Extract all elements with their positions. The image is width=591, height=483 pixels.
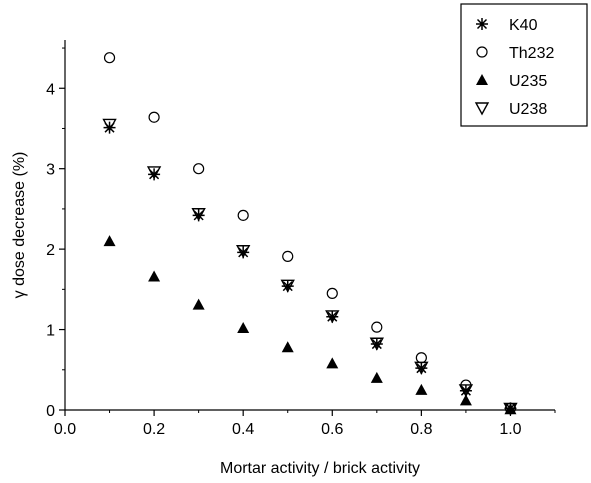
y-tick-label: 3 xyxy=(46,162,55,179)
marker-k40 xyxy=(459,384,472,397)
marker-k40 xyxy=(103,121,116,134)
marker-u235 xyxy=(192,298,205,310)
x-tick-label: 0.0 xyxy=(54,421,76,438)
x-ticks: 0.0 0.2 0.4 0.6 0.8 1.0 xyxy=(54,410,556,438)
marker-th232 xyxy=(326,287,338,299)
marker-u235 xyxy=(415,383,428,395)
marker-k40 xyxy=(326,310,339,323)
marker-th232 xyxy=(371,321,383,333)
marker-u235 xyxy=(281,341,294,353)
legend-marker-u238 xyxy=(474,102,490,116)
marker-k40 xyxy=(148,168,161,181)
legend-label-u238: U238 xyxy=(509,101,547,118)
legend-item-th232: Th232 xyxy=(476,45,554,62)
legend-symbol-u235 xyxy=(476,74,488,85)
legend-symbol-th232 xyxy=(476,46,488,58)
marker-th232 xyxy=(193,163,205,175)
marker-u235 xyxy=(103,235,116,247)
marker-k40 xyxy=(504,402,517,415)
legend-item-k40: K40 xyxy=(476,17,538,34)
y-ticks: 0 1 2 3 4 xyxy=(46,47,65,420)
marker-th232 xyxy=(460,379,472,391)
data-markers xyxy=(102,52,518,416)
y-tick-label: 2 xyxy=(46,242,55,259)
marker-th232 xyxy=(415,352,427,364)
marker-u238 xyxy=(236,245,251,259)
marker-k40 xyxy=(370,338,383,351)
x-tick-label: 0.6 xyxy=(321,421,343,438)
legend-marker-u235 xyxy=(476,74,488,85)
marker-u235 xyxy=(237,321,250,333)
x-tick-label: 0.8 xyxy=(410,421,432,438)
marker-u238 xyxy=(146,166,162,180)
legend-label-u235: U235 xyxy=(509,73,547,90)
legend-symbol-k40 xyxy=(476,18,488,30)
legend-marker-th232 xyxy=(476,46,488,58)
x-tick-label: 1.0 xyxy=(499,421,521,438)
marker-u235 xyxy=(326,357,339,369)
marker-th232 xyxy=(148,111,160,123)
marker-th232 xyxy=(237,209,249,221)
x-axis-label: Mortar activity / brick activity xyxy=(220,460,420,477)
marker-u235 xyxy=(370,371,383,383)
marker-th232 xyxy=(103,52,116,64)
legend-marker-k40 xyxy=(476,18,488,30)
marker-u235 xyxy=(148,270,161,282)
marker-k40 xyxy=(415,362,428,375)
plot-axes xyxy=(64,40,555,411)
legend: K40 Th232 U235 U238 xyxy=(460,3,588,127)
x-tick-label: 0.4 xyxy=(232,421,254,438)
legend-label-th232: Th232 xyxy=(509,45,554,62)
marker-k40 xyxy=(192,209,205,222)
y-tick-label: 1 xyxy=(46,323,55,340)
legend-item-u238: U238 xyxy=(474,101,547,118)
y-tick-label: 0 xyxy=(46,403,55,420)
legend-symbol-u238 xyxy=(474,102,490,116)
legend-item-u235: U235 xyxy=(476,73,547,90)
marker-u238 xyxy=(191,208,206,222)
marker-th232 xyxy=(504,402,517,414)
marker-th232 xyxy=(282,250,294,262)
x-tick-label: 0.2 xyxy=(143,421,165,438)
marker-k40 xyxy=(281,280,294,293)
marker-u235 xyxy=(459,394,472,406)
marker-k40 xyxy=(237,246,250,259)
y-axis-label: γ dose decrease (%) xyxy=(11,152,28,299)
y-tick-label: 4 xyxy=(46,81,55,98)
legend-label-k40: K40 xyxy=(509,17,538,34)
